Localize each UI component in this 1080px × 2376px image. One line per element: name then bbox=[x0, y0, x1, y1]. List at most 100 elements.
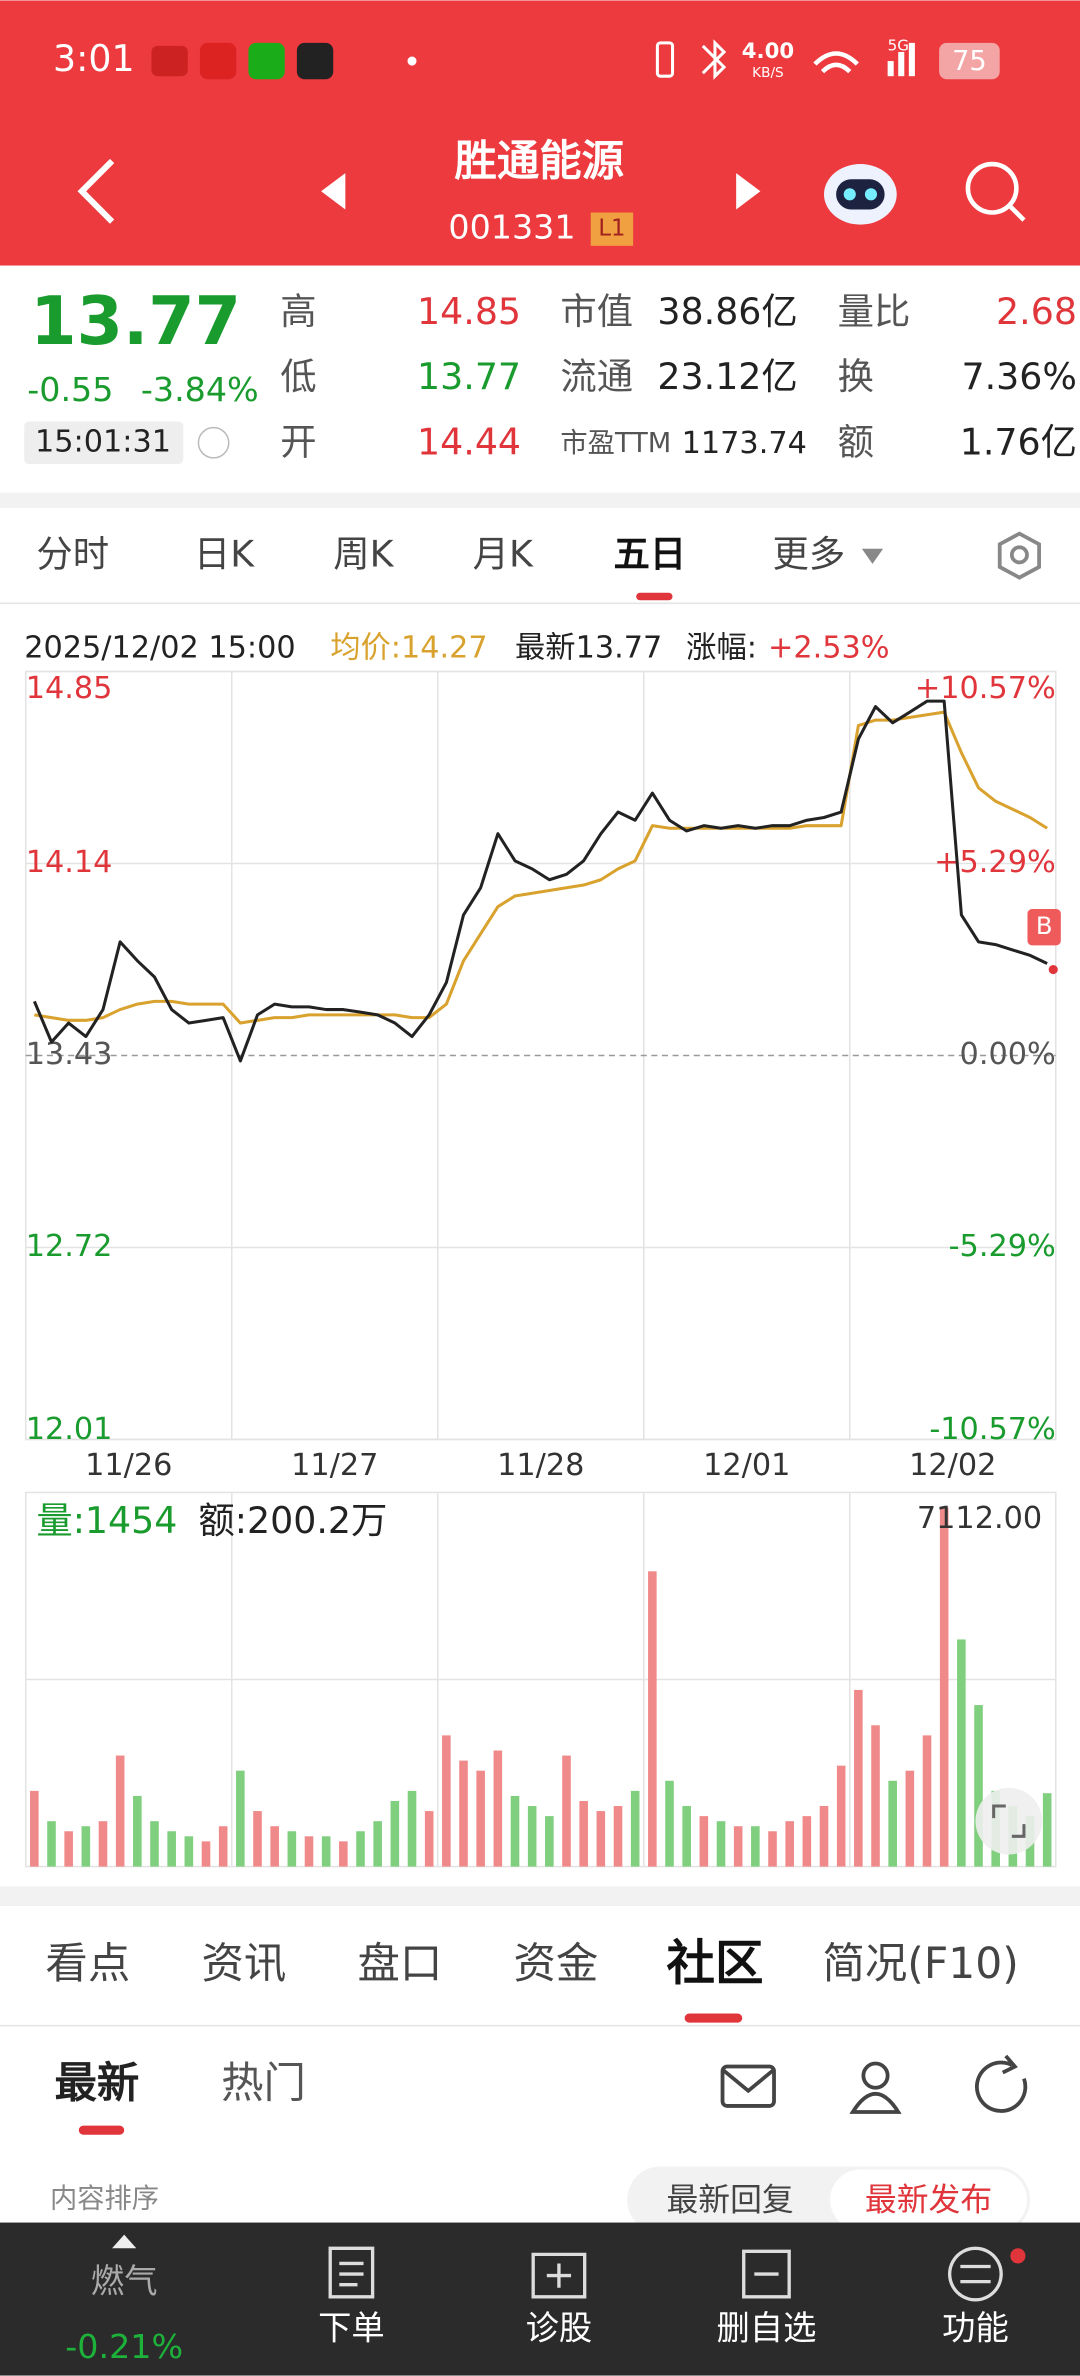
volume-bar bbox=[373, 1821, 382, 1867]
sort-active bbox=[830, 2169, 1027, 2231]
x-tick-label: 12/01 bbox=[703, 1448, 790, 1483]
volume-label: 量:1454 bbox=[36, 1499, 177, 1542]
volume-bar bbox=[768, 1831, 777, 1867]
separator bbox=[0, 1886, 1080, 1906]
y-tick-label: 14.14 bbox=[26, 845, 113, 880]
volume-bar bbox=[459, 1760, 468, 1867]
volume-bar bbox=[836, 1765, 846, 1867]
volume-bar bbox=[922, 1735, 932, 1867]
y-tick-label: 12.01 bbox=[26, 1412, 113, 1447]
volume-bar bbox=[682, 1806, 691, 1867]
pct-tick-label: 0.00% bbox=[960, 1037, 1056, 1072]
change-pct: -3.84% bbox=[141, 370, 259, 409]
price-line bbox=[32, 699, 1048, 1063]
volume-bar bbox=[390, 1800, 400, 1867]
price: 13.77 bbox=[30, 282, 241, 360]
more-arrow bbox=[861, 548, 884, 564]
period-tab[interactable]: 更多 bbox=[773, 532, 846, 575]
info-tab[interactable]: 简况(F10) bbox=[822, 1940, 1018, 1989]
volume-bar bbox=[115, 1755, 125, 1867]
nav-item[interactable]: 诊股 bbox=[526, 2309, 593, 2348]
period-tab[interactable]: 日K bbox=[194, 532, 255, 575]
back-button[interactable] bbox=[77, 158, 115, 224]
info-time: 2025/12/02 15:00 bbox=[24, 630, 295, 665]
volume-bar bbox=[442, 1735, 451, 1867]
stat-value: 1173.74 bbox=[682, 426, 807, 461]
info-tab[interactable]: 盘口 bbox=[357, 1940, 442, 1989]
nav-item[interactable]: 删自选 bbox=[716, 2309, 816, 2348]
volume-bar bbox=[201, 1841, 211, 1867]
period-tab[interactable]: 五日 bbox=[613, 532, 686, 575]
user-button[interactable] bbox=[849, 2061, 902, 2114]
period-tab[interactable]: 分时 bbox=[36, 532, 109, 575]
nav-dot bbox=[1010, 2248, 1026, 2264]
nav-icon bbox=[328, 2246, 375, 2299]
info-tab[interactable]: 看点 bbox=[45, 1940, 130, 1989]
stat-label: 市盈TTM bbox=[560, 428, 671, 459]
nav-index-name[interactable]: 燃气 bbox=[91, 2262, 158, 2301]
volume-bar bbox=[304, 1836, 314, 1867]
volume-bar bbox=[665, 1780, 674, 1867]
volume-bar bbox=[939, 1507, 949, 1867]
info-icon[interactable] bbox=[197, 426, 230, 459]
volume-bar bbox=[974, 1705, 983, 1867]
nav-icon bbox=[531, 2252, 587, 2299]
time-box bbox=[24, 421, 184, 464]
stat-value: 14.85 bbox=[417, 290, 521, 333]
settings-button[interactable] bbox=[997, 531, 1041, 580]
volume-bar bbox=[545, 1816, 554, 1867]
volume-bar bbox=[613, 1806, 623, 1867]
nav-item[interactable]: 功能 bbox=[942, 2309, 1009, 2348]
assistant-button[interactable] bbox=[824, 164, 897, 225]
period-tab[interactable]: 周K bbox=[333, 532, 394, 575]
volume-bar bbox=[98, 1821, 108, 1867]
feed-tab[interactable]: 热门 bbox=[221, 2060, 306, 2109]
sort-option[interactable]: 最新发布 bbox=[865, 2181, 992, 2218]
volume-bar bbox=[47, 1821, 56, 1867]
volume-bar bbox=[1042, 1793, 1052, 1867]
volume-bar bbox=[81, 1826, 91, 1867]
volume-bar bbox=[287, 1831, 297, 1867]
search-button[interactable] bbox=[965, 161, 1026, 222]
x-tick-label: 11/28 bbox=[497, 1448, 584, 1483]
volume-bar bbox=[888, 1780, 897, 1867]
stat-label: 换 bbox=[838, 355, 874, 398]
stat-label: 流通 bbox=[560, 355, 633, 398]
info-tab[interactable]: 社区 bbox=[666, 1936, 763, 1992]
volume-max: 7112.00 bbox=[917, 1501, 1042, 1536]
last-point bbox=[1048, 965, 1058, 975]
stock-name: 胜通能源 bbox=[454, 138, 624, 187]
info-tab[interactable]: 资金 bbox=[513, 1940, 598, 1989]
tab-underline bbox=[636, 592, 673, 601]
period-tab[interactable]: 月K bbox=[473, 532, 534, 575]
nav-arrow bbox=[112, 2234, 137, 2249]
feed-tab[interactable]: 最新 bbox=[55, 2060, 140, 2109]
x-tick-label: 11/27 bbox=[291, 1448, 378, 1483]
feed-underline bbox=[78, 2125, 125, 2135]
net-type: 5G bbox=[888, 36, 909, 54]
volume-bar bbox=[253, 1811, 262, 1867]
tab-underline bbox=[684, 2013, 743, 2023]
next-stock[interactable] bbox=[736, 173, 761, 210]
badge-bg bbox=[590, 212, 634, 246]
prev-stock[interactable] bbox=[321, 173, 346, 210]
average-line bbox=[34, 710, 1048, 1025]
sort-option[interactable]: 最新回复 bbox=[666, 2181, 793, 2218]
nav-item[interactable]: 下单 bbox=[318, 2309, 385, 2348]
net-unit: KB/S bbox=[752, 65, 784, 81]
refresh-button[interactable] bbox=[974, 2054, 1028, 2113]
quote-time: 15:01:31 bbox=[35, 424, 171, 459]
volume-bar bbox=[733, 1826, 743, 1867]
y-tick-label: 14.85 bbox=[26, 671, 113, 706]
volume-bar bbox=[802, 1816, 812, 1867]
volume-bar bbox=[819, 1806, 829, 1867]
nav-icon bbox=[742, 2249, 791, 2299]
pct-tick-label: +5.29% bbox=[934, 845, 1056, 880]
message-button[interactable] bbox=[720, 2064, 776, 2108]
stat-value: 1.76亿 bbox=[960, 420, 1077, 463]
volume-bar bbox=[270, 1826, 279, 1867]
expand-button[interactable] bbox=[975, 1787, 1043, 1855]
marker-bg bbox=[1027, 908, 1061, 946]
stat-value: 23.12亿 bbox=[657, 355, 797, 398]
info-tab[interactable]: 资讯 bbox=[201, 1940, 286, 1989]
